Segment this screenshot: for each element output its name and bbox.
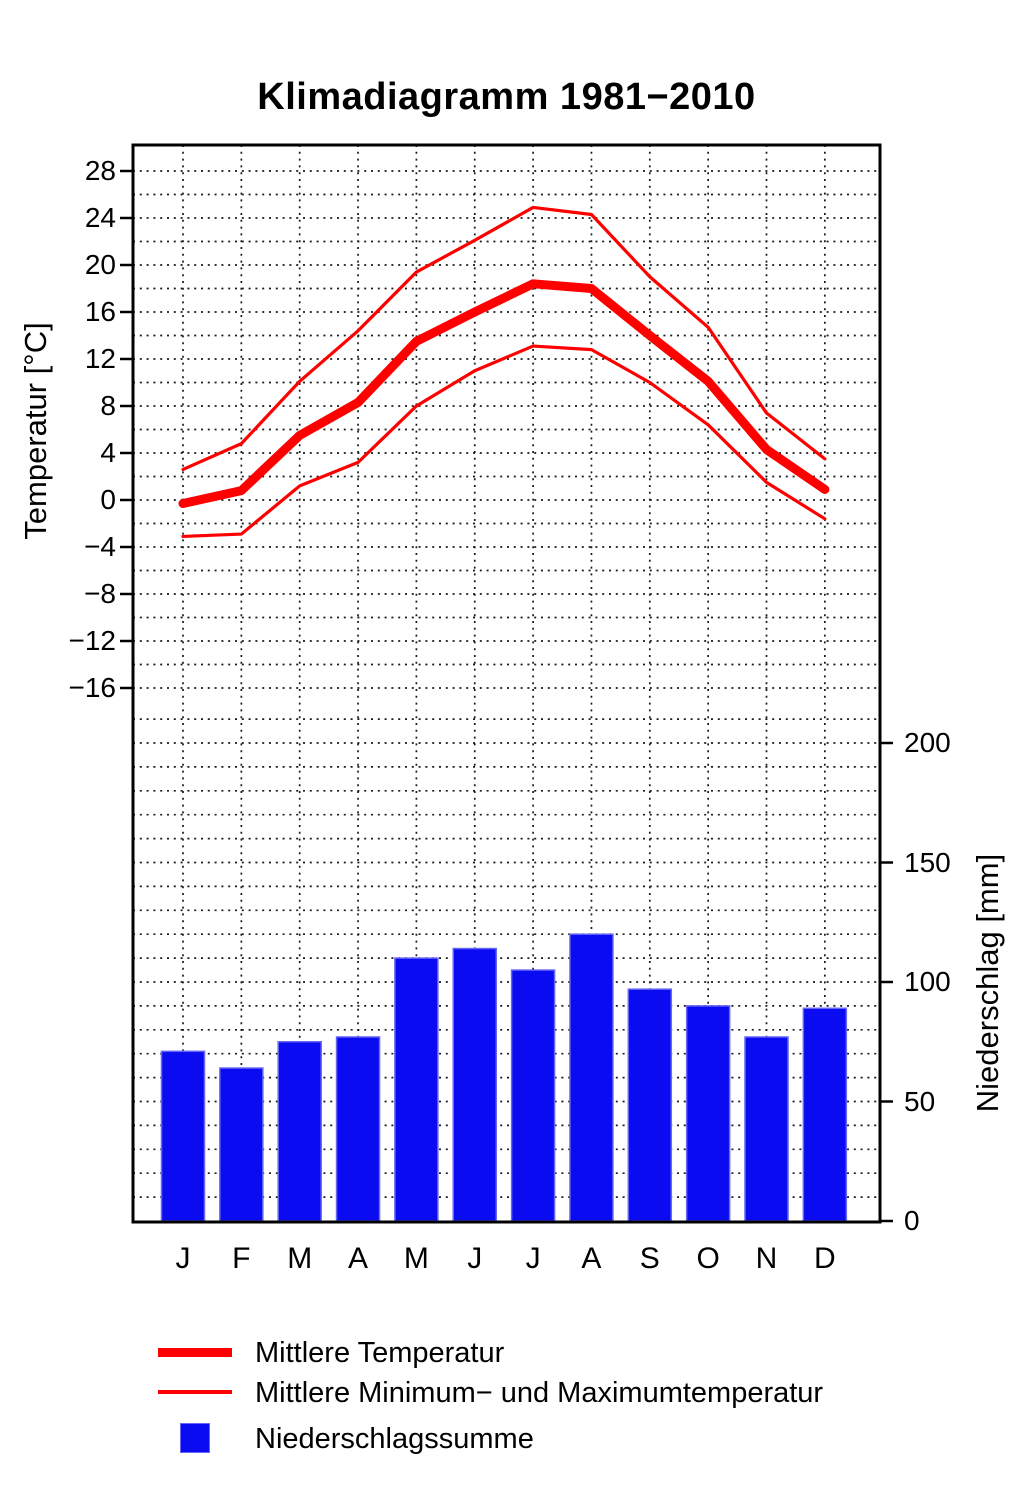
precipitation-bar — [277, 1041, 322, 1222]
legend-label-mean-temperature: Mittlere Temperatur — [255, 1337, 505, 1369]
right-axis-tick-label: 200 — [904, 727, 951, 758]
precipitation-bar — [802, 1007, 848, 1222]
month-label: D — [814, 1242, 836, 1275]
precipitation-bar — [219, 1067, 264, 1222]
left-axis-tick-label: 0 — [100, 484, 116, 515]
precipitation-bar — [627, 988, 673, 1222]
left-axis-tick-label: 12 — [84, 343, 116, 374]
mean-temperature-line — [178, 279, 830, 509]
legend-thin-red-line-swatch — [158, 1390, 232, 1394]
left-axis-tick-label: −8 — [84, 578, 116, 609]
month-label: A — [581, 1242, 602, 1275]
right-axis-tick-label: 0 — [904, 1205, 920, 1236]
month-label: J — [467, 1242, 483, 1275]
precipitation-bar — [452, 947, 497, 1222]
precipitation-bar — [569, 933, 614, 1222]
right-axis-tick-label: 150 — [904, 846, 951, 878]
precipitation-bar — [744, 1036, 789, 1222]
left-axis-tick-label: 16 — [84, 296, 116, 327]
left-axis-tick-label: −16 — [68, 672, 117, 703]
month-label: S — [639, 1242, 660, 1275]
max-temperature-line — [181, 205, 827, 472]
legend-thick-red-line-swatch — [158, 1348, 232, 1357]
legend-blue-square-swatch — [180, 1423, 210, 1453]
plot-frame — [131, 143, 882, 1224]
left-axis-tick-label: 8 — [100, 390, 116, 421]
left-axis-tick-label: −4 — [84, 531, 116, 562]
month-label: M — [403, 1242, 429, 1275]
left-axis-tick-label: 28 — [84, 155, 116, 186]
legend-label-minmax-temperature: Mittlere Minimum− und Maximumtemperatur — [255, 1377, 824, 1409]
precipitation-bar — [685, 1005, 731, 1222]
month-label: J — [525, 1242, 541, 1275]
left-axis-tick-label: 24 — [84, 202, 116, 233]
month-label: J — [175, 1242, 191, 1275]
right-axis-tick-label: 50 — [904, 1085, 936, 1117]
left-axis-tick-label: 4 — [100, 437, 116, 468]
right-axis-tick-label: 100 — [904, 966, 951, 997]
month-label: N — [755, 1242, 778, 1275]
chart-title: Klimadiagramm 1981−2010 — [257, 76, 756, 118]
precipitation-bar — [394, 957, 439, 1222]
month-label: F — [232, 1242, 251, 1275]
month-label: A — [348, 1242, 369, 1275]
min-temperature-line — [181, 344, 827, 539]
month-label: M — [287, 1242, 313, 1275]
month-label: O — [696, 1242, 720, 1275]
precipitation-bar — [510, 969, 556, 1222]
left-axis-tick-label: 20 — [84, 249, 116, 280]
precipitation-bar — [160, 1050, 206, 1222]
left-axis-tick-label: −12 — [68, 625, 117, 656]
legend-label-precipitation-sum: Niederschlagssumme — [255, 1423, 534, 1455]
precipitation-bar — [335, 1036, 381, 1222]
